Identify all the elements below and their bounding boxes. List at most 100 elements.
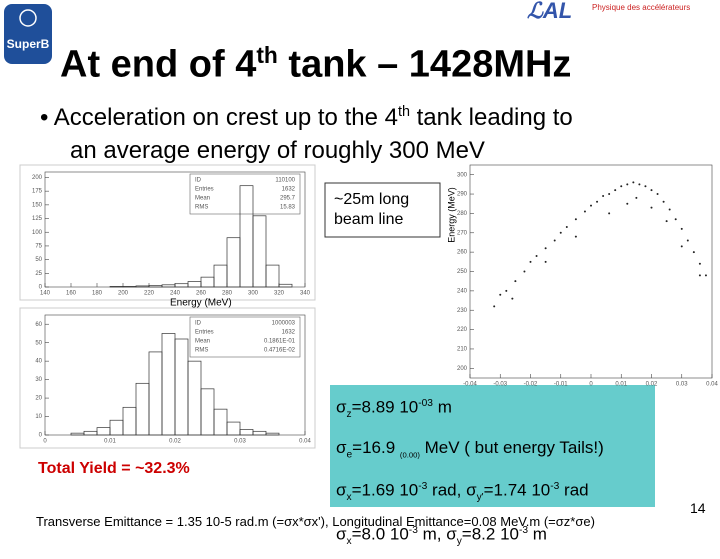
yield: Total Yield = ~32.3% xyxy=(38,460,190,477)
lab-logo: ℒAL xyxy=(527,0,572,23)
y-tick-label: 175 xyxy=(32,189,43,195)
stats-value: 1632 xyxy=(282,330,296,336)
x-tick-label: 160 xyxy=(66,291,77,297)
x-tick-label: 320 xyxy=(274,291,285,297)
point xyxy=(635,196,638,199)
x-tick-label: 0.01 xyxy=(615,382,627,388)
y-tick-label: 100 xyxy=(32,230,43,236)
point xyxy=(626,202,629,205)
point xyxy=(656,193,659,196)
stats-value: 0.1861E-01 xyxy=(264,339,296,345)
t: MeV ( but energy Tails!) xyxy=(419,437,604,457)
t: -3 xyxy=(418,481,428,493)
point xyxy=(692,251,695,254)
t: σ xyxy=(336,397,347,417)
point xyxy=(544,247,547,250)
stats-value: 110100 xyxy=(275,178,295,184)
t: =8.89 10 xyxy=(351,397,419,417)
x-tick-label: -0.01 xyxy=(554,382,568,388)
stats-label: Entries xyxy=(195,330,214,336)
logo-text: SuperB xyxy=(7,37,50,51)
stats-label: ID xyxy=(195,321,202,327)
y-tick-label: 280 xyxy=(457,211,468,217)
y-tick-label: 20 xyxy=(35,396,42,402)
point xyxy=(698,262,701,265)
point xyxy=(632,181,635,184)
y-tick-label: 40 xyxy=(35,359,42,365)
callout-line: beam line xyxy=(334,211,404,228)
sigma-box xyxy=(330,385,655,507)
t: -3 xyxy=(550,481,560,493)
y-tick-label: 200 xyxy=(457,366,468,372)
point xyxy=(644,185,647,188)
t: (0.00) xyxy=(399,449,420,459)
y-tick-label: 300 xyxy=(457,172,468,178)
t: m xyxy=(432,397,452,417)
stats-box xyxy=(189,173,301,215)
point xyxy=(704,274,707,277)
bullet-text: Acceleration on crest up to the 4 xyxy=(53,104,398,131)
point xyxy=(686,239,689,242)
graphics: SuperB ℒAL Physique des accélérateurs En… xyxy=(4,0,718,507)
t: z xyxy=(346,409,352,421)
point xyxy=(499,293,502,296)
x-tick-label: 0.04 xyxy=(706,382,718,388)
title-text: tank – 1428MHz xyxy=(277,43,572,86)
t: =1.69 10 xyxy=(351,481,419,501)
point xyxy=(650,206,653,209)
stats-value: 295.7 xyxy=(280,196,296,202)
t: =8.0 10 xyxy=(351,524,409,544)
x-tick-label: 0.02 xyxy=(169,439,181,445)
stats-label: ID xyxy=(195,178,202,184)
x-axis-label: Energy (MeV) xyxy=(170,298,232,309)
callout-box xyxy=(324,182,441,238)
point xyxy=(529,260,532,263)
x-tick-label: 0.03 xyxy=(676,382,688,388)
point xyxy=(596,200,599,203)
t: x xyxy=(346,492,352,504)
point xyxy=(505,289,508,292)
point xyxy=(680,245,683,248)
point xyxy=(559,231,562,234)
stats-box xyxy=(189,316,301,358)
point xyxy=(590,204,592,207)
t: σ xyxy=(466,481,477,501)
t: m, xyxy=(417,524,447,544)
axes xyxy=(469,164,713,379)
y-tick-label: 50 xyxy=(35,340,42,346)
stats-value: 1632 xyxy=(282,187,296,193)
x-tick-label: 260 xyxy=(196,291,207,297)
y-tick-label: 60 xyxy=(35,322,42,328)
x-tick-label: 140 xyxy=(40,291,51,297)
point xyxy=(574,235,577,238)
x-tick-label: -0.03 xyxy=(493,382,507,388)
x-tick-label: -0.04 xyxy=(463,382,477,388)
x-tick-label: 180 xyxy=(92,291,103,297)
callout: ~25m long beam line xyxy=(334,190,409,230)
x-tick-label: 340 xyxy=(300,291,311,297)
y-tick-label: 240 xyxy=(457,288,468,294)
y-tick-label: 75 xyxy=(35,244,42,250)
x-tick-label: 240 xyxy=(170,291,181,297)
point xyxy=(574,218,577,221)
y-tick-label: 10 xyxy=(35,414,42,420)
t: rad, xyxy=(427,481,467,501)
x-tick-label: 300 xyxy=(248,291,259,297)
point xyxy=(614,189,617,192)
sigma-line: σx=8.0 10-3 m, σy=8.2 10-3 m xyxy=(336,515,604,559)
y-axis-label: Energy (MeV) xyxy=(446,187,456,243)
x-tick-label: 220 xyxy=(144,291,155,297)
x-tick-label: 0.03 xyxy=(234,439,246,445)
slide: SuperB ℒAL Physique des accélérateurs En… xyxy=(4,0,718,547)
footer: Transverse Emittance = 1.35 10-5 rad.m (… xyxy=(36,514,595,529)
t: -3 xyxy=(519,524,529,536)
title-sup: th xyxy=(256,42,278,68)
point xyxy=(638,183,641,186)
point xyxy=(620,185,623,188)
x-tick-label: 200 xyxy=(118,291,129,297)
callout-line: ~25m long xyxy=(334,191,410,208)
y-tick-label: 125 xyxy=(32,216,43,222)
stats-value: 1000003 xyxy=(272,321,296,327)
point xyxy=(565,225,568,228)
point xyxy=(544,260,547,263)
